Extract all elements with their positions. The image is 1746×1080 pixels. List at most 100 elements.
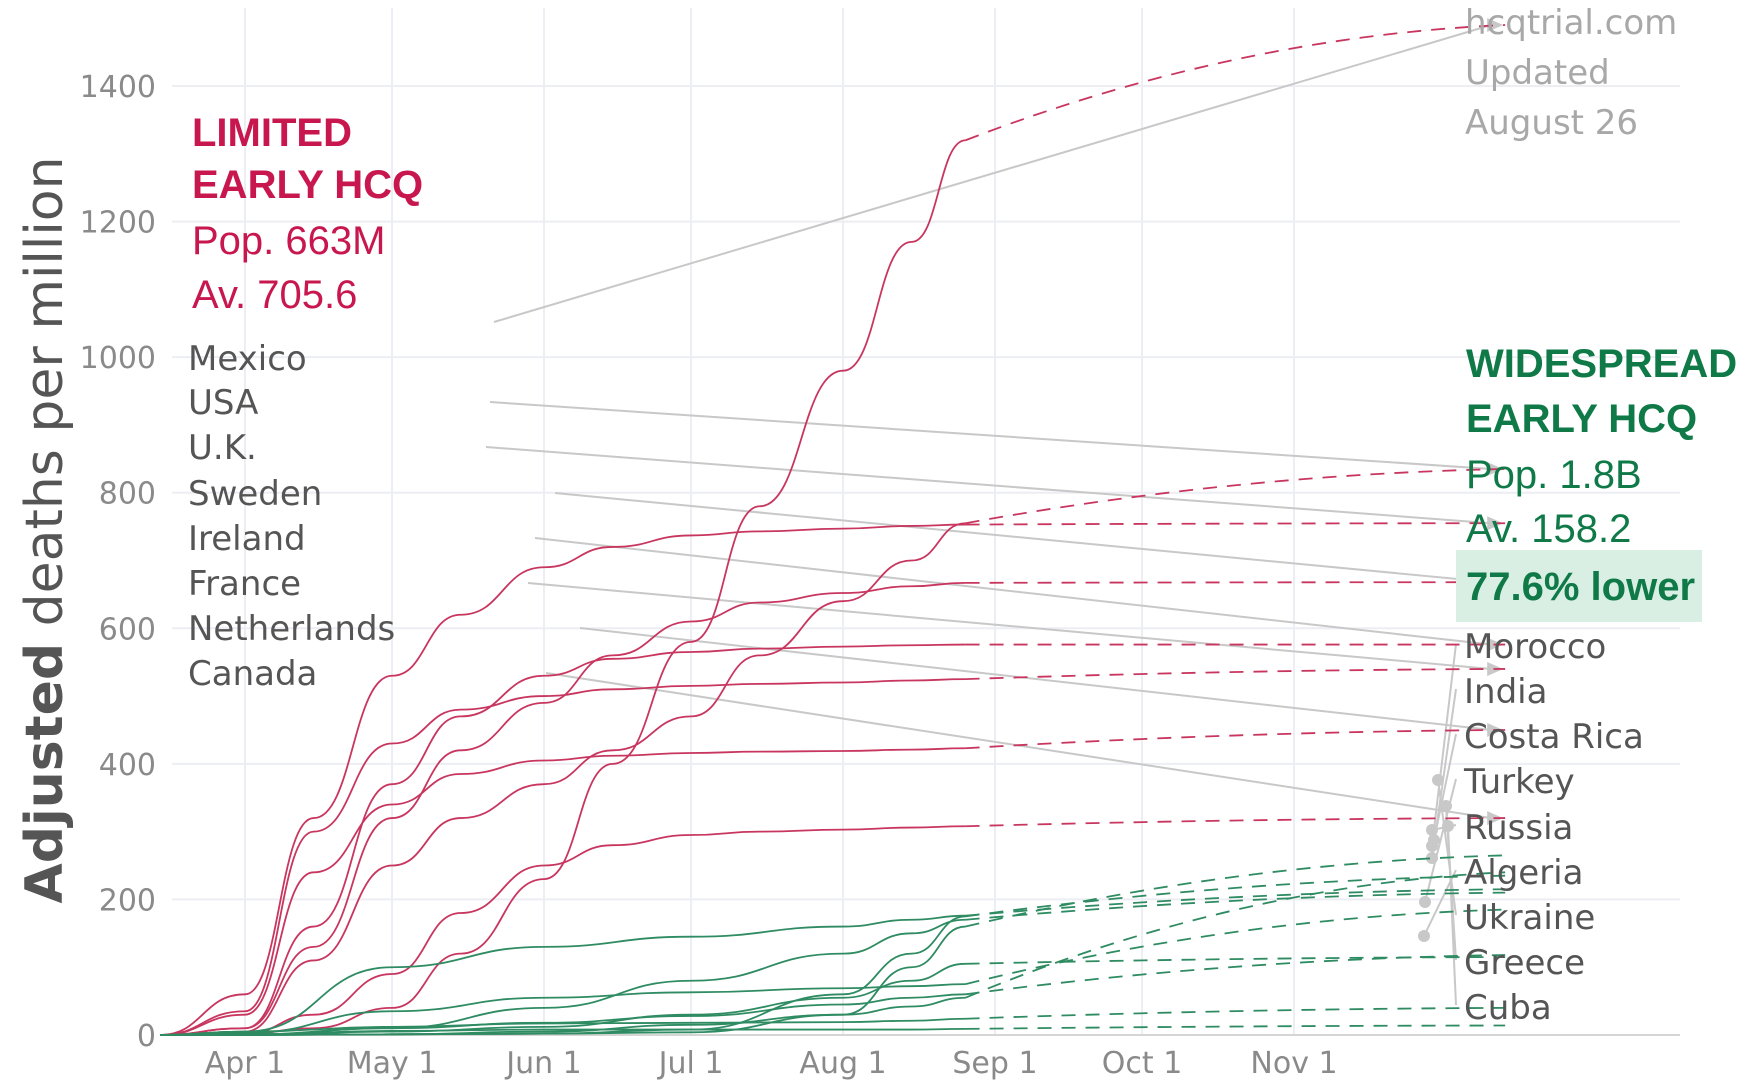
x-tick-label: Jun 1 <box>504 1046 582 1080</box>
series-line-3 <box>159 581 966 1036</box>
y-tick-label: 600 <box>99 612 156 647</box>
limited-title-line1: LIMITED <box>192 111 352 155</box>
widespread-country-label: India <box>1464 672 1547 712</box>
series-line-17 <box>159 914 966 1036</box>
limited-country-label: France <box>188 564 301 604</box>
label-arrow-line <box>493 24 1492 323</box>
series-line-1 <box>159 522 966 1036</box>
widespread-average: Av. 158.2 <box>1466 507 1631 551</box>
projection-line-2 <box>965 522 1506 526</box>
projection-line-11 <box>965 908 1506 986</box>
label-arrow-line <box>579 627 1492 731</box>
x-tick-label: Sep 1 <box>952 1046 1037 1080</box>
projection-line-13 <box>965 954 1506 996</box>
label-arrowhead <box>1419 896 1431 908</box>
series-lines <box>159 24 1506 1036</box>
x-axis-ticks: Apr 1 May 1 Jun 1 Jul 1 Aug 1 Sep 1 Oct 1 Nov 1 <box>205 1046 1338 1080</box>
widespread-country-label: Algeria <box>1464 853 1583 893</box>
grid <box>172 8 1680 1036</box>
label-arrow-line <box>1431 643 1457 847</box>
projection-line-1 <box>965 468 1506 525</box>
label-arrow-line <box>1433 733 1457 841</box>
x-tick-label: May 1 <box>347 1046 438 1080</box>
series-line-8 <box>160 925 966 1036</box>
label-arrow-line <box>527 582 1492 670</box>
lower-highlight-box <box>1456 550 1702 622</box>
y-tick-label: 400 <box>99 748 156 783</box>
label-arrow-line <box>534 537 1492 646</box>
projection-line-10 <box>965 874 1506 918</box>
source-updated: Updated <box>1465 53 1610 93</box>
y-tick-label: 1000 <box>80 341 156 376</box>
series-line-16 <box>159 1028 966 1036</box>
y-tick-label: 200 <box>99 883 156 918</box>
source-label: hcqtrial.com Updated August 26 <box>1465 3 1677 143</box>
projection-line-12 <box>965 891 1506 921</box>
label-arrowhead <box>1428 834 1440 846</box>
series-line-5 <box>159 678 966 1036</box>
series-line-0 <box>159 139 966 1036</box>
limited-country-label: Ireland <box>188 519 306 559</box>
projection-line-14 <box>965 956 1506 965</box>
limited-group-label: LIMITED EARLY HCQ Pop. 663M Av. 705.6 <box>192 111 423 317</box>
y-axis-ticks: 0 200 400 600 800 1000 1200 1400 <box>80 70 156 1054</box>
label-arrowhead <box>1487 17 1504 32</box>
projection-line-16 <box>965 1024 1506 1030</box>
limited-average: Av. 705.6 <box>192 273 357 317</box>
limited-country-label: Mexico <box>188 339 307 379</box>
projection-line-5 <box>965 668 1506 681</box>
label-arrow-line <box>485 446 1492 525</box>
label-arrows <box>485 17 1504 1006</box>
label-arrowhead <box>1442 820 1454 832</box>
y-axis-label: Adjusted deaths per million <box>15 156 75 903</box>
x-tick-label: Apr 1 <box>205 1046 286 1080</box>
projection-line-7 <box>965 817 1506 828</box>
limited-title-line2: EARLY HCQ <box>192 163 423 207</box>
x-tick-label: Nov 1 <box>1250 1046 1337 1080</box>
widespread-country-label: Costa Rica <box>1464 717 1644 757</box>
projection-line-15 <box>965 1006 1506 1020</box>
series-line-7 <box>159 825 966 1036</box>
widespread-country-label: Turkey <box>1463 762 1575 802</box>
x-tick-label: Aug 1 <box>799 1046 886 1080</box>
label-arrow-line <box>554 492 1492 584</box>
source-site: hcqtrial.com <box>1465 3 1677 43</box>
label-arrow-line <box>489 401 1492 470</box>
projection-line-3 <box>965 581 1506 584</box>
y-tick-label: 0 <box>137 1019 156 1054</box>
widespread-group-label: WIDESPREAD EARLY HCQ Pop. 1.8B Av. 158.2… <box>1456 342 1737 622</box>
source-date: August 26 <box>1465 103 1638 143</box>
limited-country-label: Canada <box>188 654 317 694</box>
y-tick-label: 1400 <box>80 70 156 105</box>
label-arrowhead <box>1440 800 1452 812</box>
widespread-country-label: Morocco <box>1464 627 1606 667</box>
widespread-country-label: Ukraine <box>1464 898 1595 938</box>
label-arrowhead <box>1432 774 1444 786</box>
widespread-country-label: Cuba <box>1464 988 1552 1028</box>
label-arrow-line <box>1447 825 1457 1006</box>
y-tick-label: 1200 <box>80 206 156 241</box>
series-line-6 <box>159 747 966 1036</box>
limited-country-label: Sweden <box>188 474 322 514</box>
widespread-country-label: Greece <box>1464 943 1585 983</box>
projection-line-17 <box>965 888 1506 917</box>
label-arrow-line <box>1424 778 1457 903</box>
series-line-2 <box>159 523 966 1036</box>
limited-country-label: U.K. <box>188 428 257 468</box>
projection-line-0 <box>965 24 1506 142</box>
limited-population: Pop. 663M <box>192 219 385 263</box>
limited-country-label: USA <box>188 383 258 423</box>
widespread-population: Pop. 1.8B <box>1466 453 1642 497</box>
x-tick-label: Oct 1 <box>1102 1046 1183 1080</box>
y-tick-label: 800 <box>99 477 156 512</box>
series-line-4 <box>159 643 966 1036</box>
widespread-title-line2: EARLY HCQ <box>1466 397 1697 441</box>
x-tick-label: Jul 1 <box>657 1046 724 1080</box>
label-arrowhead <box>1418 930 1430 942</box>
projection-line-6 <box>965 729 1506 750</box>
series-line-15 <box>159 1017 966 1036</box>
widespread-country-label: Russia <box>1464 808 1573 848</box>
limited-country-label: Netherlands <box>188 609 395 649</box>
